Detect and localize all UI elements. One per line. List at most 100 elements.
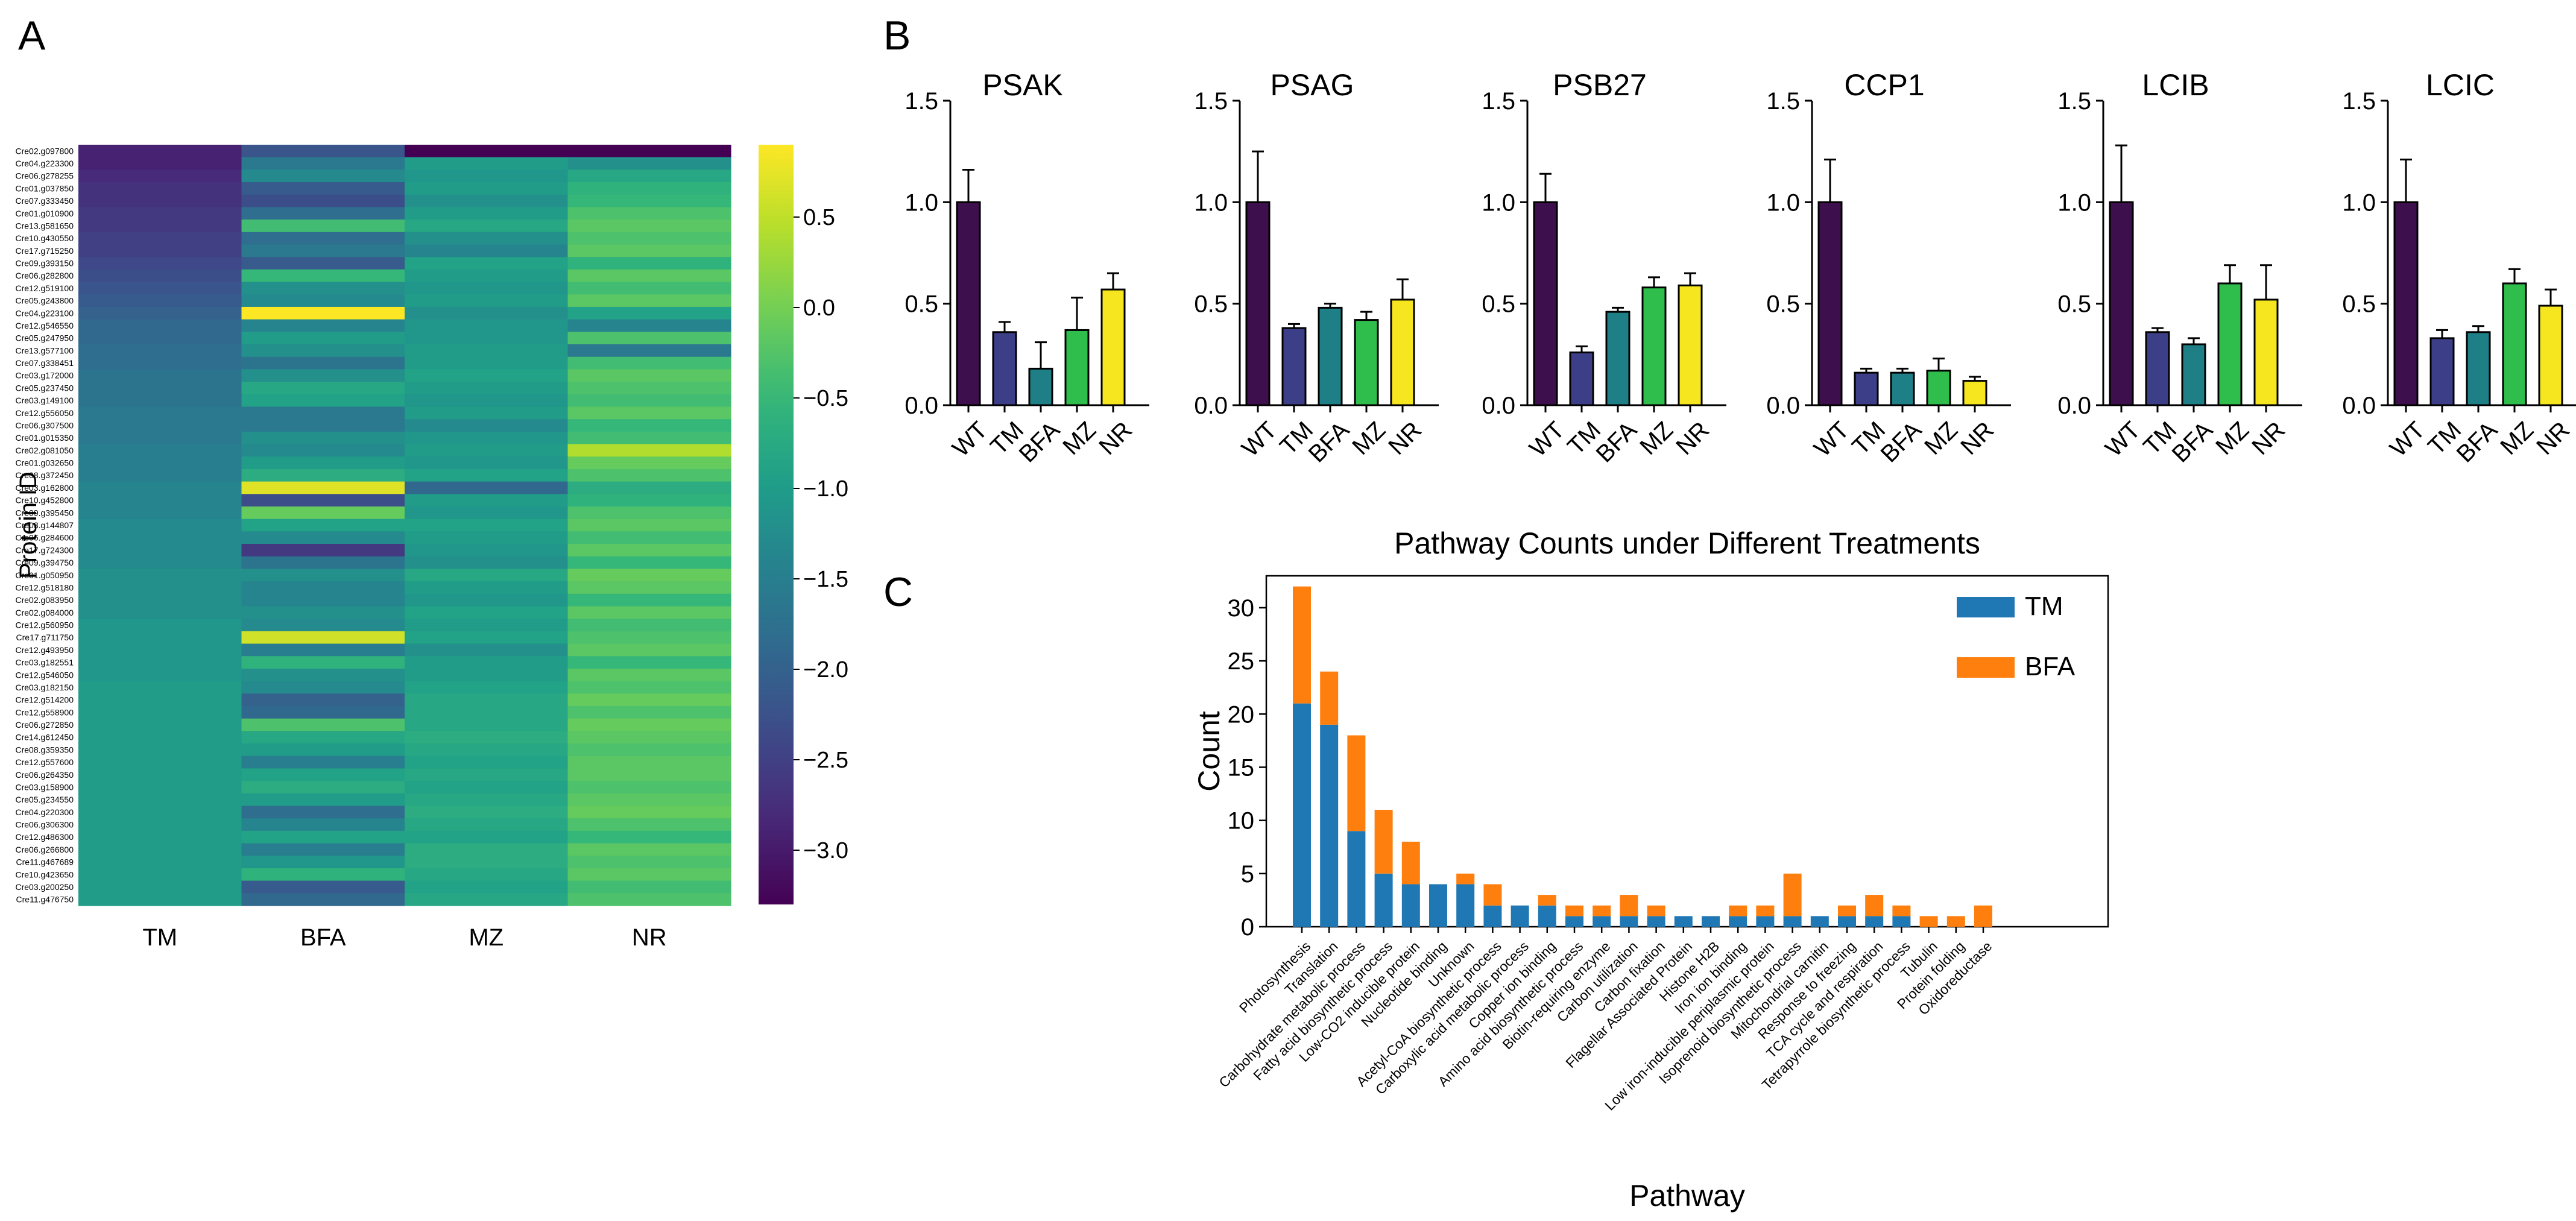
heatmap-cell <box>567 781 731 794</box>
bar-y-tick-label: 1.0 <box>2057 189 2091 216</box>
heatmap-cell <box>78 668 242 682</box>
heatmap-cell <box>241 705 405 719</box>
bar-x-tick-label: WT <box>2100 417 2145 462</box>
bar-y-tick-label: 0.0 <box>1766 393 1800 419</box>
stacked-bar-segment <box>1838 916 1856 927</box>
heatmap-row-label: Cre08.g359350 <box>15 745 74 754</box>
heatmap-cell <box>241 469 405 482</box>
heatmap-cell <box>78 581 242 595</box>
heatmap-cell <box>405 643 569 657</box>
heatmap-row-label: Cre06.g278255 <box>15 171 74 181</box>
bar <box>1100 288 1126 406</box>
heatmap-column-label: TM <box>142 924 177 951</box>
heatmap-cell <box>241 893 405 906</box>
heatmap-cell <box>241 506 405 520</box>
heatmap-cell <box>567 880 731 894</box>
bar-y-tick-label: 1.5 <box>1194 88 1228 115</box>
heatmap-cell <box>78 494 242 507</box>
heatmap-cell <box>241 569 405 582</box>
colorbar <box>759 145 794 904</box>
heatmap-row-label: Cre06.g282800 <box>15 271 74 280</box>
heatmap-cell <box>405 444 569 457</box>
stacked-bar-segment <box>1647 905 1665 917</box>
heatmap-cell <box>78 431 242 445</box>
heatmap-cell <box>567 830 731 844</box>
heatmap-cell <box>78 232 242 245</box>
bar-x-tick-label: MZ <box>2211 417 2254 460</box>
stacked-bar-segment <box>1865 916 1884 927</box>
heatmap-cell <box>241 494 405 507</box>
heatmap-cell <box>78 269 242 283</box>
heatmap-cell <box>567 705 731 719</box>
heatmap-cell <box>567 306 731 320</box>
heatmap-cell <box>241 207 405 220</box>
heatmap-cell <box>78 257 242 270</box>
heatmap-row-label: Cre12.g546050 <box>15 670 74 680</box>
heatmap-row-label: Cre11.g467689 <box>16 857 74 867</box>
heatmap-row-label: Cre12.g518180 <box>15 582 74 592</box>
heatmap-cell <box>405 157 569 170</box>
heatmap-cell <box>241 157 405 170</box>
bar-x-tick-label: WT <box>947 417 993 462</box>
heatmap-cell <box>241 257 405 270</box>
heatmap-cell <box>405 494 569 507</box>
heatmap-row-label: Cre12.g560950 <box>15 620 74 630</box>
heatmap-cell <box>78 356 242 370</box>
heatmap-row-label: Cre03.g172000 <box>15 371 74 380</box>
heatmap-cell <box>405 893 569 906</box>
heatmap-cell <box>78 705 242 719</box>
heatmap-cell <box>405 843 569 856</box>
heatmap-cell <box>567 544 731 557</box>
bar-y-tick-label: 0.0 <box>1482 393 1515 419</box>
heatmap-cell <box>567 681 731 694</box>
heatmap-cell <box>567 169 731 183</box>
heatmap-cell <box>567 456 731 470</box>
bar-y-tick-label: 0.5 <box>2057 291 2091 318</box>
heatmap-row-label: Cre14.g612450 <box>15 733 74 742</box>
bar <box>2217 282 2243 406</box>
heatmap-cell <box>405 681 569 694</box>
bar-x-tick-label: NR <box>1956 417 1999 460</box>
heatmap-cell <box>567 606 731 619</box>
heatmap-cell <box>405 257 569 270</box>
heatmap-cell <box>405 356 569 370</box>
heatmap-row-label: Cre01.g050950 <box>15 570 74 580</box>
heatmap-cell <box>405 182 569 195</box>
heatmap-cell <box>405 344 569 358</box>
heatmap-cell <box>405 768 569 781</box>
bar-x-tick-label: MZ <box>2495 417 2539 460</box>
bar <box>1028 367 1053 406</box>
bar-y-tick-label: 1.5 <box>2342 88 2376 115</box>
y-tick-label: 25 <box>1228 648 1255 675</box>
bar-y-tick-label: 0.0 <box>2342 393 2376 419</box>
heatmap-cell <box>241 306 405 320</box>
heatmap-cell <box>405 569 569 582</box>
heatmap-row-label: Cre07.g338451 <box>15 358 74 368</box>
heatmap-cell <box>405 382 569 395</box>
heatmap-cell <box>405 369 569 382</box>
heatmap-cell <box>567 244 731 257</box>
heatmap-cell <box>241 356 405 370</box>
stacked-bar-segment <box>1401 841 1420 885</box>
heatmap-cell <box>567 668 731 682</box>
stacked-bar-segment <box>1538 905 1556 927</box>
bar <box>2466 331 2491 406</box>
heatmap-cell <box>241 781 405 794</box>
heatmap-cell <box>405 556 569 570</box>
colorbar-tick-label: −2.0 <box>803 657 848 683</box>
stacked-bar-segment <box>1456 873 1475 885</box>
heatmap-cell <box>405 481 569 494</box>
heatmap-cell <box>405 656 569 669</box>
heatmap-cell <box>405 519 569 532</box>
heatmap-cell <box>78 656 242 669</box>
heatmap-cell <box>78 631 242 645</box>
heatmap-cell <box>241 606 405 619</box>
bar-x-tick-label: MZ <box>1058 417 1101 460</box>
heatmap-cell <box>241 319 405 332</box>
heatmap-cell <box>78 145 242 158</box>
heatmap-row-label: Cre06.g307500 <box>15 420 74 430</box>
heatmap-cell <box>78 843 242 856</box>
heatmap-cell <box>241 519 405 532</box>
bar <box>2109 201 2134 406</box>
